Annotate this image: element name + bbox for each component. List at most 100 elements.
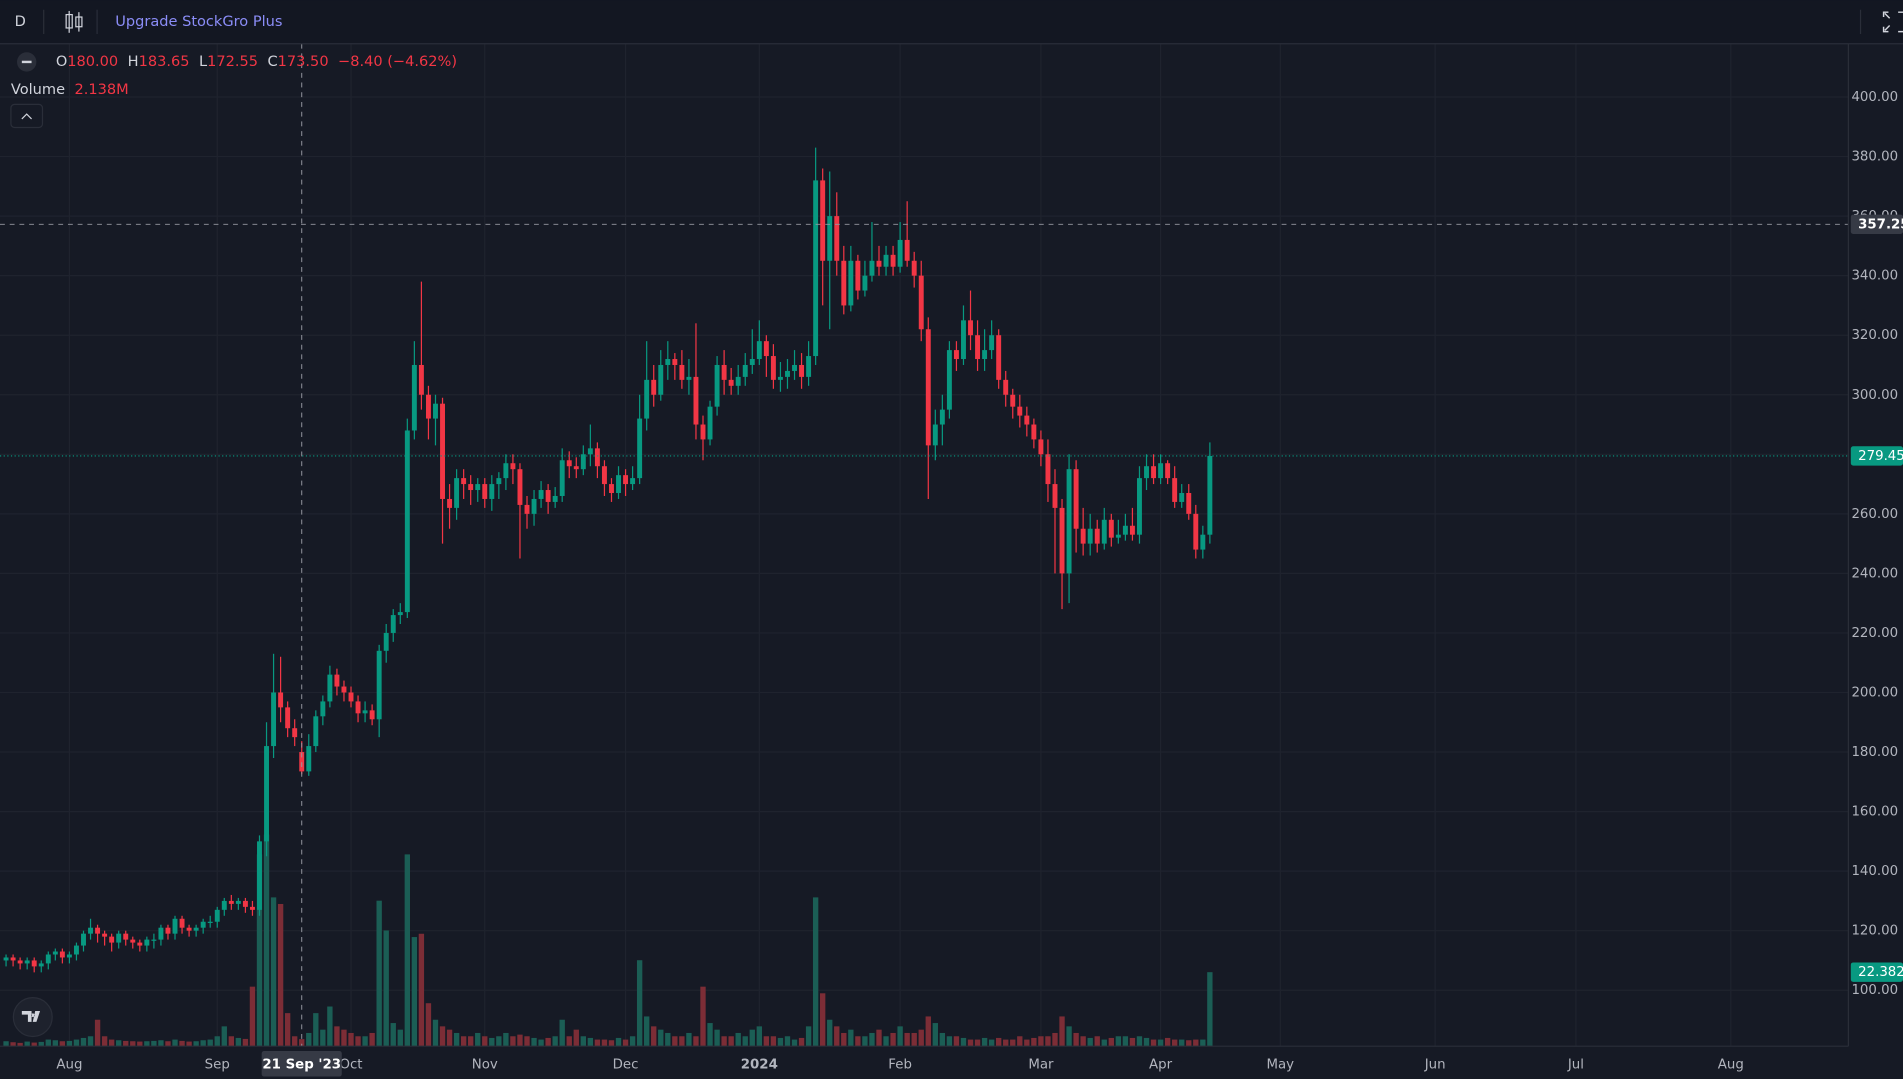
candle-body [749, 359, 755, 365]
x-tick-label: Aug [1718, 1057, 1744, 1072]
volume-bar [228, 1036, 235, 1047]
candle-body [1122, 525, 1128, 535]
candle-body [580, 454, 586, 470]
candle-body [95, 927, 101, 934]
collapse-button[interactable] [10, 103, 44, 129]
volume-bar [791, 1039, 798, 1047]
volume-bar [644, 1016, 650, 1047]
volume-bar [721, 1036, 727, 1047]
legend-letter: H [128, 53, 139, 70]
candle-body [137, 942, 143, 946]
candle-body [1094, 528, 1100, 544]
volume-bar [432, 1019, 439, 1047]
volume-bar [87, 1036, 94, 1047]
candle-body [665, 359, 671, 365]
candle-body [404, 430, 410, 613]
volume-bar [608, 1040, 615, 1047]
candle-body [777, 376, 783, 380]
ohlc-legend: O180.00 H183.65 L172.55 C173.50 −8.40 (−… [56, 53, 457, 70]
candle-body [799, 364, 805, 377]
crosshair-date-label: 21 Sep '23 [262, 1057, 341, 1072]
candle-body [623, 475, 629, 485]
volume-bar [707, 1023, 713, 1047]
volume-bar [1017, 1036, 1023, 1047]
volume-bar [897, 1026, 903, 1047]
candle-body [524, 504, 530, 514]
candle-body [1003, 379, 1009, 395]
candle-body [489, 484, 495, 499]
candle-body [566, 460, 572, 467]
volume-bar [94, 1019, 101, 1047]
y-tick-label: 160.00 [1851, 805, 1898, 820]
fullscreen-button[interactable] [1882, 11, 1903, 33]
volume-pane [3, 834, 1213, 1047]
volume-bar [277, 903, 284, 1047]
candle-body [728, 379, 734, 386]
volume-bar [890, 1032, 896, 1047]
candle-body [193, 927, 199, 931]
candle-body [693, 376, 699, 425]
candle-body [735, 376, 741, 386]
candle-body [235, 900, 241, 904]
volume-bar [123, 1040, 129, 1047]
candle-body [475, 484, 481, 491]
logo[interactable] [12, 997, 53, 1038]
volume-bar [108, 1039, 115, 1047]
volume-bar [45, 1039, 51, 1047]
legend-letter: C [268, 53, 278, 70]
volume-bar [130, 1041, 136, 1047]
chart-type-button[interactable] [65, 10, 83, 33]
volume-bar [876, 1029, 882, 1047]
volume-bar [10, 1042, 16, 1047]
candle-body [179, 918, 185, 928]
volume-bar [242, 1038, 249, 1047]
volume-bar [439, 1026, 446, 1047]
candle-body [869, 260, 875, 276]
candle-body [932, 424, 938, 446]
volume-bar [221, 1026, 227, 1047]
legend-letter: O [56, 53, 67, 70]
legend-toggle-icon [21, 60, 32, 64]
volume-bar [369, 1032, 375, 1047]
volume-bar [763, 1036, 770, 1047]
candle-body [433, 403, 438, 419]
upgrade-link[interactable]: Upgrade StockGro Plus [115, 13, 282, 30]
volume-bar [446, 1029, 453, 1047]
candle-body [686, 376, 692, 380]
x-tick-label: Mar [1028, 1057, 1054, 1072]
volume-bar [1080, 1036, 1086, 1047]
volume-bar [1059, 1016, 1065, 1047]
candle-body [601, 466, 607, 485]
volume-bar [728, 1036, 734, 1047]
candle-body [855, 260, 861, 291]
volume-bar [1122, 1036, 1129, 1047]
candle-body [890, 254, 896, 267]
volume-bar [700, 986, 706, 1047]
volume-bar [1108, 1037, 1114, 1047]
volume-bar [1101, 1039, 1107, 1047]
y-tick-label: 180.00 [1851, 745, 1898, 760]
candle-body [876, 260, 882, 267]
collapse-icon [21, 113, 32, 120]
volume-bar [756, 1026, 762, 1047]
volume-bar [320, 1029, 326, 1047]
candle-body [1193, 513, 1199, 550]
volume-bar [1024, 1039, 1030, 1047]
interval-button[interactable]: D [15, 13, 26, 30]
candle-body [249, 906, 255, 910]
volume-bar [1143, 1037, 1150, 1047]
volume-bar [580, 1036, 586, 1047]
volume-bar [31, 1042, 37, 1047]
candle-body [369, 710, 375, 720]
crosshair-price-label: 357.25 [1858, 217, 1903, 232]
volume-bar [672, 1036, 678, 1047]
candle-body [383, 632, 389, 651]
volume-bar [66, 1040, 73, 1047]
candle-body [59, 951, 65, 958]
volume-bar [679, 1036, 685, 1047]
candle-body [221, 900, 227, 910]
last-volume-label: 22.382 [1858, 965, 1903, 980]
volume-bar [151, 1040, 157, 1047]
volume-bar [1038, 1036, 1044, 1047]
